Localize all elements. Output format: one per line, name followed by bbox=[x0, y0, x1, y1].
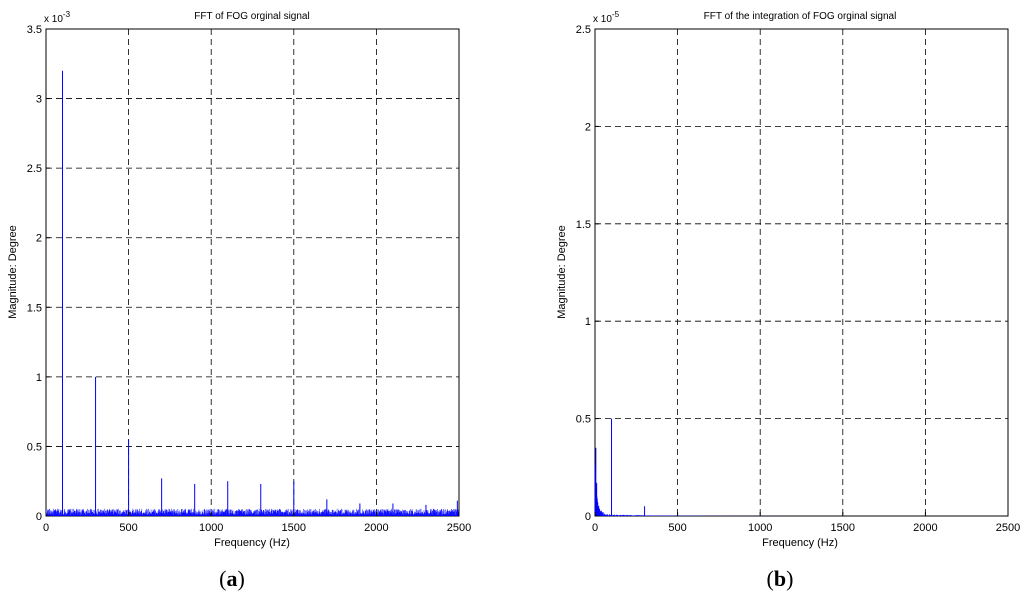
x-tick-label-b-5: 2500 bbox=[996, 522, 1020, 534]
y-multiplier-base-b: x 10 bbox=[593, 14, 612, 25]
x-tick-label-b-0: 0 bbox=[592, 522, 598, 534]
x-tick-label-b-3: 1500 bbox=[831, 522, 855, 534]
series-noise-b bbox=[594, 464, 848, 516]
y-tick-label-a-3: 1.5 bbox=[27, 302, 42, 314]
y-multiplier-base-a: x 10 bbox=[44, 14, 63, 25]
y-tick-label-a-2: 1 bbox=[36, 372, 42, 384]
chart-title-a: FFT of FOG orginal signal bbox=[194, 11, 309, 22]
caption-a-letter: a bbox=[227, 566, 238, 591]
x-tick-label-b-1: 500 bbox=[668, 522, 686, 534]
panel-a: 0 500 1000 1500 2000 2500 0 0.5 1 1.5 2 2.5 3 3.5 FF… bbox=[7, 10, 471, 591]
x-ticks-a: 0 500 1000 1500 2000 2500 bbox=[43, 512, 471, 534]
caption-b-close: ) bbox=[786, 566, 793, 591]
plot-area-b bbox=[594, 28, 1009, 517]
y-ticks-b: 0 0.5 1 1.5 2 2.5 bbox=[576, 24, 599, 523]
y-multiplier-exp-b: -5 bbox=[612, 10, 620, 19]
y-tick-label-b-1: 0.5 bbox=[576, 414, 591, 426]
y-multiplier-exp-a: -3 bbox=[63, 10, 71, 19]
y-tick-label-b-4: 2 bbox=[585, 121, 591, 133]
x-tick-label-a-0: 0 bbox=[43, 522, 49, 534]
x-tick-label-a-3: 1500 bbox=[282, 522, 306, 534]
x-axis-label-b: Frequency (Hz) bbox=[762, 537, 838, 549]
x-tick-label-b-2: 1000 bbox=[748, 522, 772, 534]
series-a bbox=[45, 70, 460, 516]
y-ticks-a: 0 0.5 1 1.5 2 2.5 3 3.5 bbox=[27, 24, 50, 523]
chart-title-b: FFT of the integration of FOG orginal si… bbox=[704, 11, 897, 22]
y-tick-label-a-5: 2.5 bbox=[27, 163, 42, 175]
grid-a bbox=[46, 29, 459, 516]
x-axis-label-a: Frequency (Hz) bbox=[214, 537, 290, 549]
caption-a: (a) bbox=[219, 566, 245, 591]
y-axis-label-b: Magnitude: Degree bbox=[556, 225, 568, 319]
caption-b-open: ( bbox=[767, 566, 774, 591]
y-multiplier-b: x 10-5 bbox=[593, 10, 620, 25]
x-tick-label-a-2: 1000 bbox=[199, 522, 223, 534]
grid-b bbox=[595, 29, 1008, 516]
panel-b: 0 500 1000 1500 2000 2500 0 0.5 1 1.5 2 2.5 FFT of… bbox=[556, 10, 1020, 591]
y-tick-label-a-7: 3.5 bbox=[27, 24, 42, 36]
y-tick-label-a-4: 2 bbox=[36, 233, 42, 245]
y-axis-label-a: Magnitude: Degree bbox=[7, 225, 19, 319]
caption-b-letter: b bbox=[774, 566, 786, 591]
y-tick-label-a-6: 3 bbox=[36, 94, 42, 106]
x-tick-label-a-4: 2000 bbox=[364, 522, 388, 534]
caption-b: (b) bbox=[767, 566, 794, 591]
x-tick-label-b-4: 2000 bbox=[913, 522, 937, 534]
y-tick-label-b-3: 1.5 bbox=[576, 219, 591, 231]
plot-area-a bbox=[45, 28, 460, 517]
series-b bbox=[594, 418, 848, 516]
y-tick-label-b-5: 2.5 bbox=[576, 24, 591, 36]
caption-a-close: ) bbox=[238, 566, 245, 591]
x-tick-label-a-1: 500 bbox=[119, 522, 137, 534]
y-tick-label-b-2: 1 bbox=[585, 316, 591, 328]
x-ticks-b: 0 500 1000 1500 2000 2500 bbox=[592, 512, 1020, 534]
caption-a-open: ( bbox=[219, 566, 226, 591]
y-tick-label-a-1: 0.5 bbox=[27, 441, 42, 453]
y-multiplier-a: x 10-3 bbox=[44, 10, 71, 25]
x-tick-label-a-5: 2500 bbox=[447, 522, 471, 534]
y-tick-label-a-0: 0 bbox=[36, 511, 42, 523]
y-tick-label-b-0: 0 bbox=[585, 511, 591, 523]
